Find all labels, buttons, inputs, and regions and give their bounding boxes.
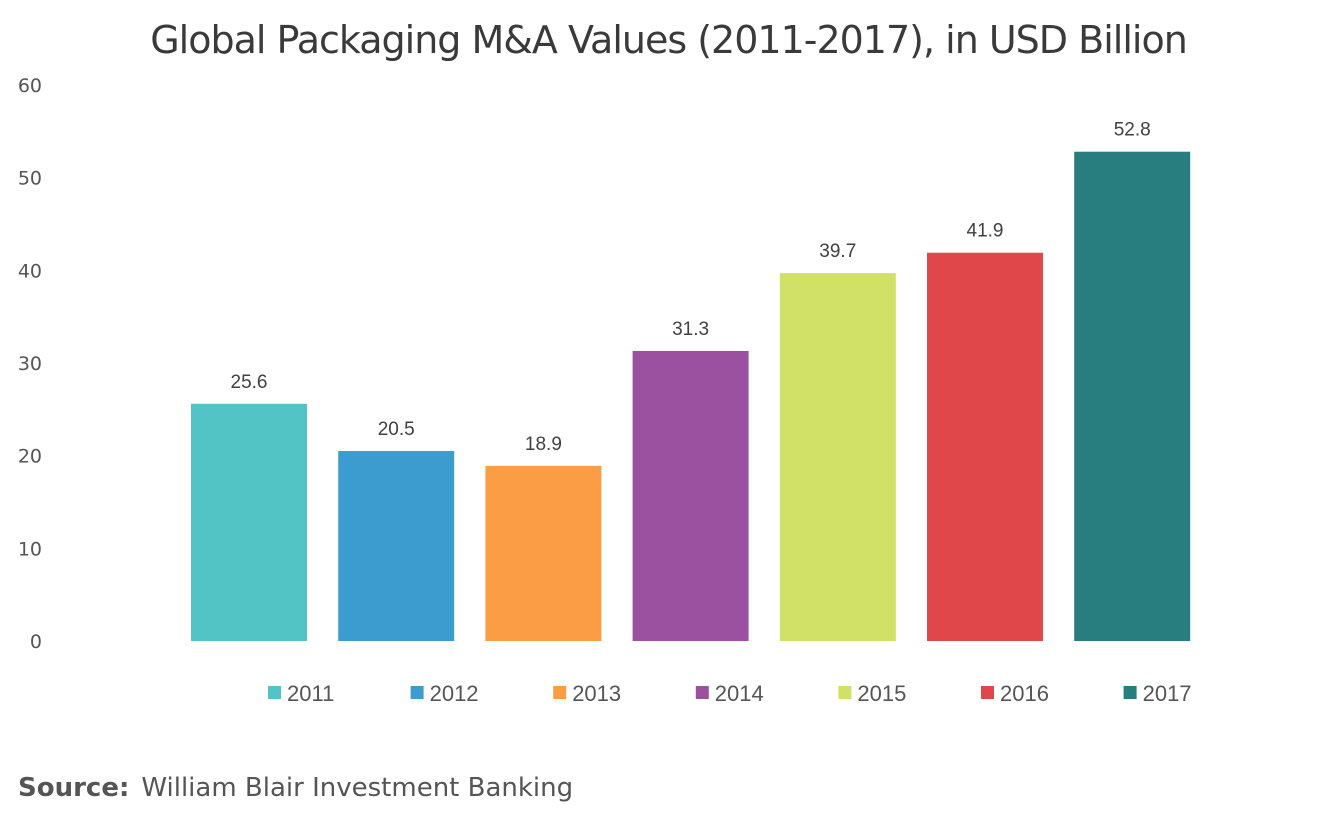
y-axis: 0 10 20 30 40 50 60 xyxy=(18,75,42,653)
source-label: Source: xyxy=(18,773,130,803)
legend-label: 2015 xyxy=(857,681,906,706)
y-tick-label: 60 xyxy=(18,75,42,97)
y-tick-label: 20 xyxy=(18,446,42,468)
legend-swatch-2014 xyxy=(695,686,709,699)
bar-2013 xyxy=(485,465,602,641)
y-tick-label: 0 xyxy=(30,631,42,653)
y-tick-label: 30 xyxy=(18,353,42,375)
legend-swatch-2011 xyxy=(268,686,281,699)
legend-swatch-2017 xyxy=(1123,686,1137,699)
legend-swatch-2013 xyxy=(553,686,567,699)
legend-label: 2017 xyxy=(1143,681,1192,706)
legend-label: 2014 xyxy=(715,681,764,706)
bar-2014 xyxy=(632,350,749,641)
legend-swatch-2015 xyxy=(838,686,852,699)
bar-2016 xyxy=(927,252,1043,641)
data-label: 39.7 xyxy=(819,241,856,262)
chart-title: Global Packaging M&A Values (2011-2017),… xyxy=(150,18,1188,62)
legend-label: 2011 xyxy=(287,681,334,706)
legend-swatch-2012 xyxy=(410,686,424,699)
source-note: Source: William Blair Investment Banking xyxy=(18,773,573,803)
bar-2012 xyxy=(338,451,455,641)
y-tick-label: 50 xyxy=(18,168,42,190)
data-label: 41.9 xyxy=(967,221,1004,242)
legend-label: 2013 xyxy=(572,681,621,706)
source-text: William Blair Investment Banking xyxy=(141,773,574,803)
y-tick-label: 40 xyxy=(18,260,42,282)
bars xyxy=(191,151,1191,641)
legend-label: 2016 xyxy=(1000,681,1049,706)
legend-swatch-2016 xyxy=(981,686,994,699)
bar-2017 xyxy=(1074,151,1191,641)
y-tick-label: 10 xyxy=(18,538,42,560)
data-label: 20.5 xyxy=(378,419,415,440)
data-label: 31.3 xyxy=(672,319,709,340)
bar-2015 xyxy=(779,273,896,641)
data-label: 25.6 xyxy=(231,372,268,393)
legend-label: 2012 xyxy=(430,681,479,706)
bar-2011 xyxy=(191,403,307,641)
data-label: 52.8 xyxy=(1114,120,1151,141)
data-labels: 25.6 20.5 18.9 31.3 39.7 41.9 52.8 xyxy=(231,120,1151,455)
legend: 2011 2012 2013 2014 2015 2016 2017 xyxy=(268,681,1192,706)
data-label: 18.9 xyxy=(525,434,562,455)
